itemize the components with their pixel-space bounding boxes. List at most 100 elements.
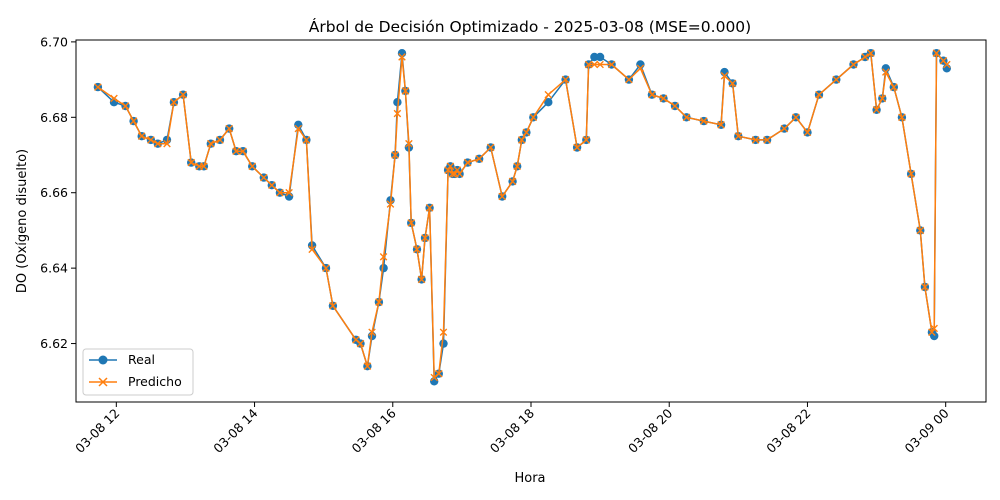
series-predicho-point: [878, 94, 887, 103]
series-predicho-point: [405, 139, 413, 148]
plot-frame: [75, 39, 987, 403]
series-predicho-point: [751, 136, 760, 144]
series-predicho-point: [268, 181, 276, 189]
y-tick-label: 6.70: [40, 34, 68, 49]
series-predicho-point: [921, 283, 929, 291]
series-predicho-point: [379, 253, 388, 261]
series-predicho-point: [508, 177, 517, 186]
series-predicho-point: [590, 60, 599, 69]
series-predicho-point: [763, 136, 771, 144]
y-tick-label: 6.62: [40, 336, 68, 351]
x-tick-label: 03-08 16: [349, 405, 399, 455]
series-predicho-point: [129, 117, 138, 125]
series-predicho-point: [170, 98, 178, 107]
series-predicho-point: [898, 113, 906, 122]
series-predicho-point: [232, 147, 240, 156]
series-real-point: [544, 98, 553, 107]
series-predicho-point: [872, 105, 881, 114]
series-predicho-point: [890, 83, 898, 91]
series-predicho-point: [607, 60, 616, 69]
series-predicho-point: [573, 143, 581, 152]
legend-predicho-marker: [98, 377, 108, 387]
series-predicho-point: [529, 113, 538, 122]
x-tick-label: 03-08 18: [487, 405, 537, 455]
series-predicho-point: [717, 121, 725, 129]
series-predicho-point: [356, 339, 365, 348]
series-predicho-point: [475, 154, 483, 163]
series-predicho-point: [259, 173, 268, 182]
y-tick-label: 6.66: [40, 185, 68, 200]
series-predicho-point: [699, 117, 708, 125]
plot-area: [76, 40, 986, 402]
x-tick-label: 03-09 00: [901, 405, 951, 455]
series-predicho-point: [582, 136, 591, 144]
series-predicho-point: [625, 75, 633, 84]
series-predicho-point: [216, 136, 224, 144]
series-predicho-point: [153, 139, 162, 148]
series-predicho-point: [187, 158, 195, 167]
series-predicho-point: [815, 90, 823, 99]
series-predicho-point: [322, 264, 330, 272]
series-predicho-point: [584, 60, 593, 69]
series-predicho-point: [648, 90, 656, 99]
series-predicho-point: [463, 158, 472, 167]
series-predicho-point: [916, 226, 925, 235]
series-predicho-point: [932, 49, 941, 57]
series-predicho-point: [517, 136, 526, 144]
series-predicho-point: [200, 162, 208, 171]
series-predicho-point: [720, 72, 729, 80]
series-predicho-point: [446, 162, 455, 171]
x-tick-label: 03-08 14: [210, 405, 260, 455]
legend-real-marker: [98, 355, 108, 365]
series-predicho-point: [393, 109, 402, 118]
series-predicho-point: [544, 90, 553, 99]
series-predicho-point: [137, 132, 146, 140]
series-predicho-point: [225, 124, 233, 133]
x-tick-label: 03-08 12: [72, 406, 122, 456]
series-predicho-point: [206, 139, 215, 148]
series-predicho-point: [308, 245, 316, 254]
series-predicho-point: [728, 79, 737, 88]
series-predicho-point: [94, 83, 102, 91]
series-predicho-point: [849, 60, 858, 69]
x-axis-ticks: 03-08 12 03-08 14 03-08 16 03-08 18 03-08 20…: [72, 402, 952, 456]
series-predicho-point: [803, 128, 812, 137]
series-predicho-point: [179, 90, 187, 99]
series-predicho-point: [792, 113, 800, 122]
series-predicho-point: [425, 204, 434, 212]
y-axis-ticks: 6.62 6.64 6.66 6.68 6.70: [40, 34, 76, 351]
series-predicho-point: [861, 53, 869, 61]
series-predicho-point: [421, 234, 429, 242]
legend: Real Predicho: [82, 348, 194, 396]
series-predicho-point: [329, 302, 337, 310]
series-predicho-point: [659, 94, 668, 103]
series-predicho-point: [147, 136, 155, 144]
series-predicho-point: [513, 162, 521, 171]
series-real-point: [393, 98, 402, 107]
chart-title: Árbol de Decisión Optimizado - 2025-03-0…: [309, 17, 751, 36]
series-predicho-point: [671, 102, 679, 110]
series-predicho-point: [682, 113, 691, 122]
series-predicho-point: [294, 124, 303, 133]
series-predicho-point: [943, 60, 951, 69]
series-predicho-point: [453, 166, 462, 174]
series-predicho-point: [780, 124, 789, 133]
x-tick-label: 03-08 20: [625, 405, 675, 455]
series-predicho-point: [398, 53, 406, 61]
series-predicho-point: [928, 328, 936, 337]
y-tick-label: 6.64: [40, 261, 68, 276]
series-predicho-point: [375, 298, 383, 306]
series-predicho-point: [455, 170, 464, 178]
series-predicho-point: [368, 328, 376, 337]
series-predicho-point: [832, 75, 841, 84]
series-predicho-point: [163, 139, 171, 148]
series-predicho-point: [386, 200, 395, 208]
series-predicho-point: [498, 192, 506, 201]
series-predicho-point: [881, 68, 890, 76]
series-predicho-point: [110, 94, 118, 103]
series-predicho-point: [734, 132, 743, 140]
series-predicho-point: [248, 162, 257, 171]
legend-real-label: Real: [128, 352, 155, 367]
series-predicho-point: [391, 151, 399, 159]
